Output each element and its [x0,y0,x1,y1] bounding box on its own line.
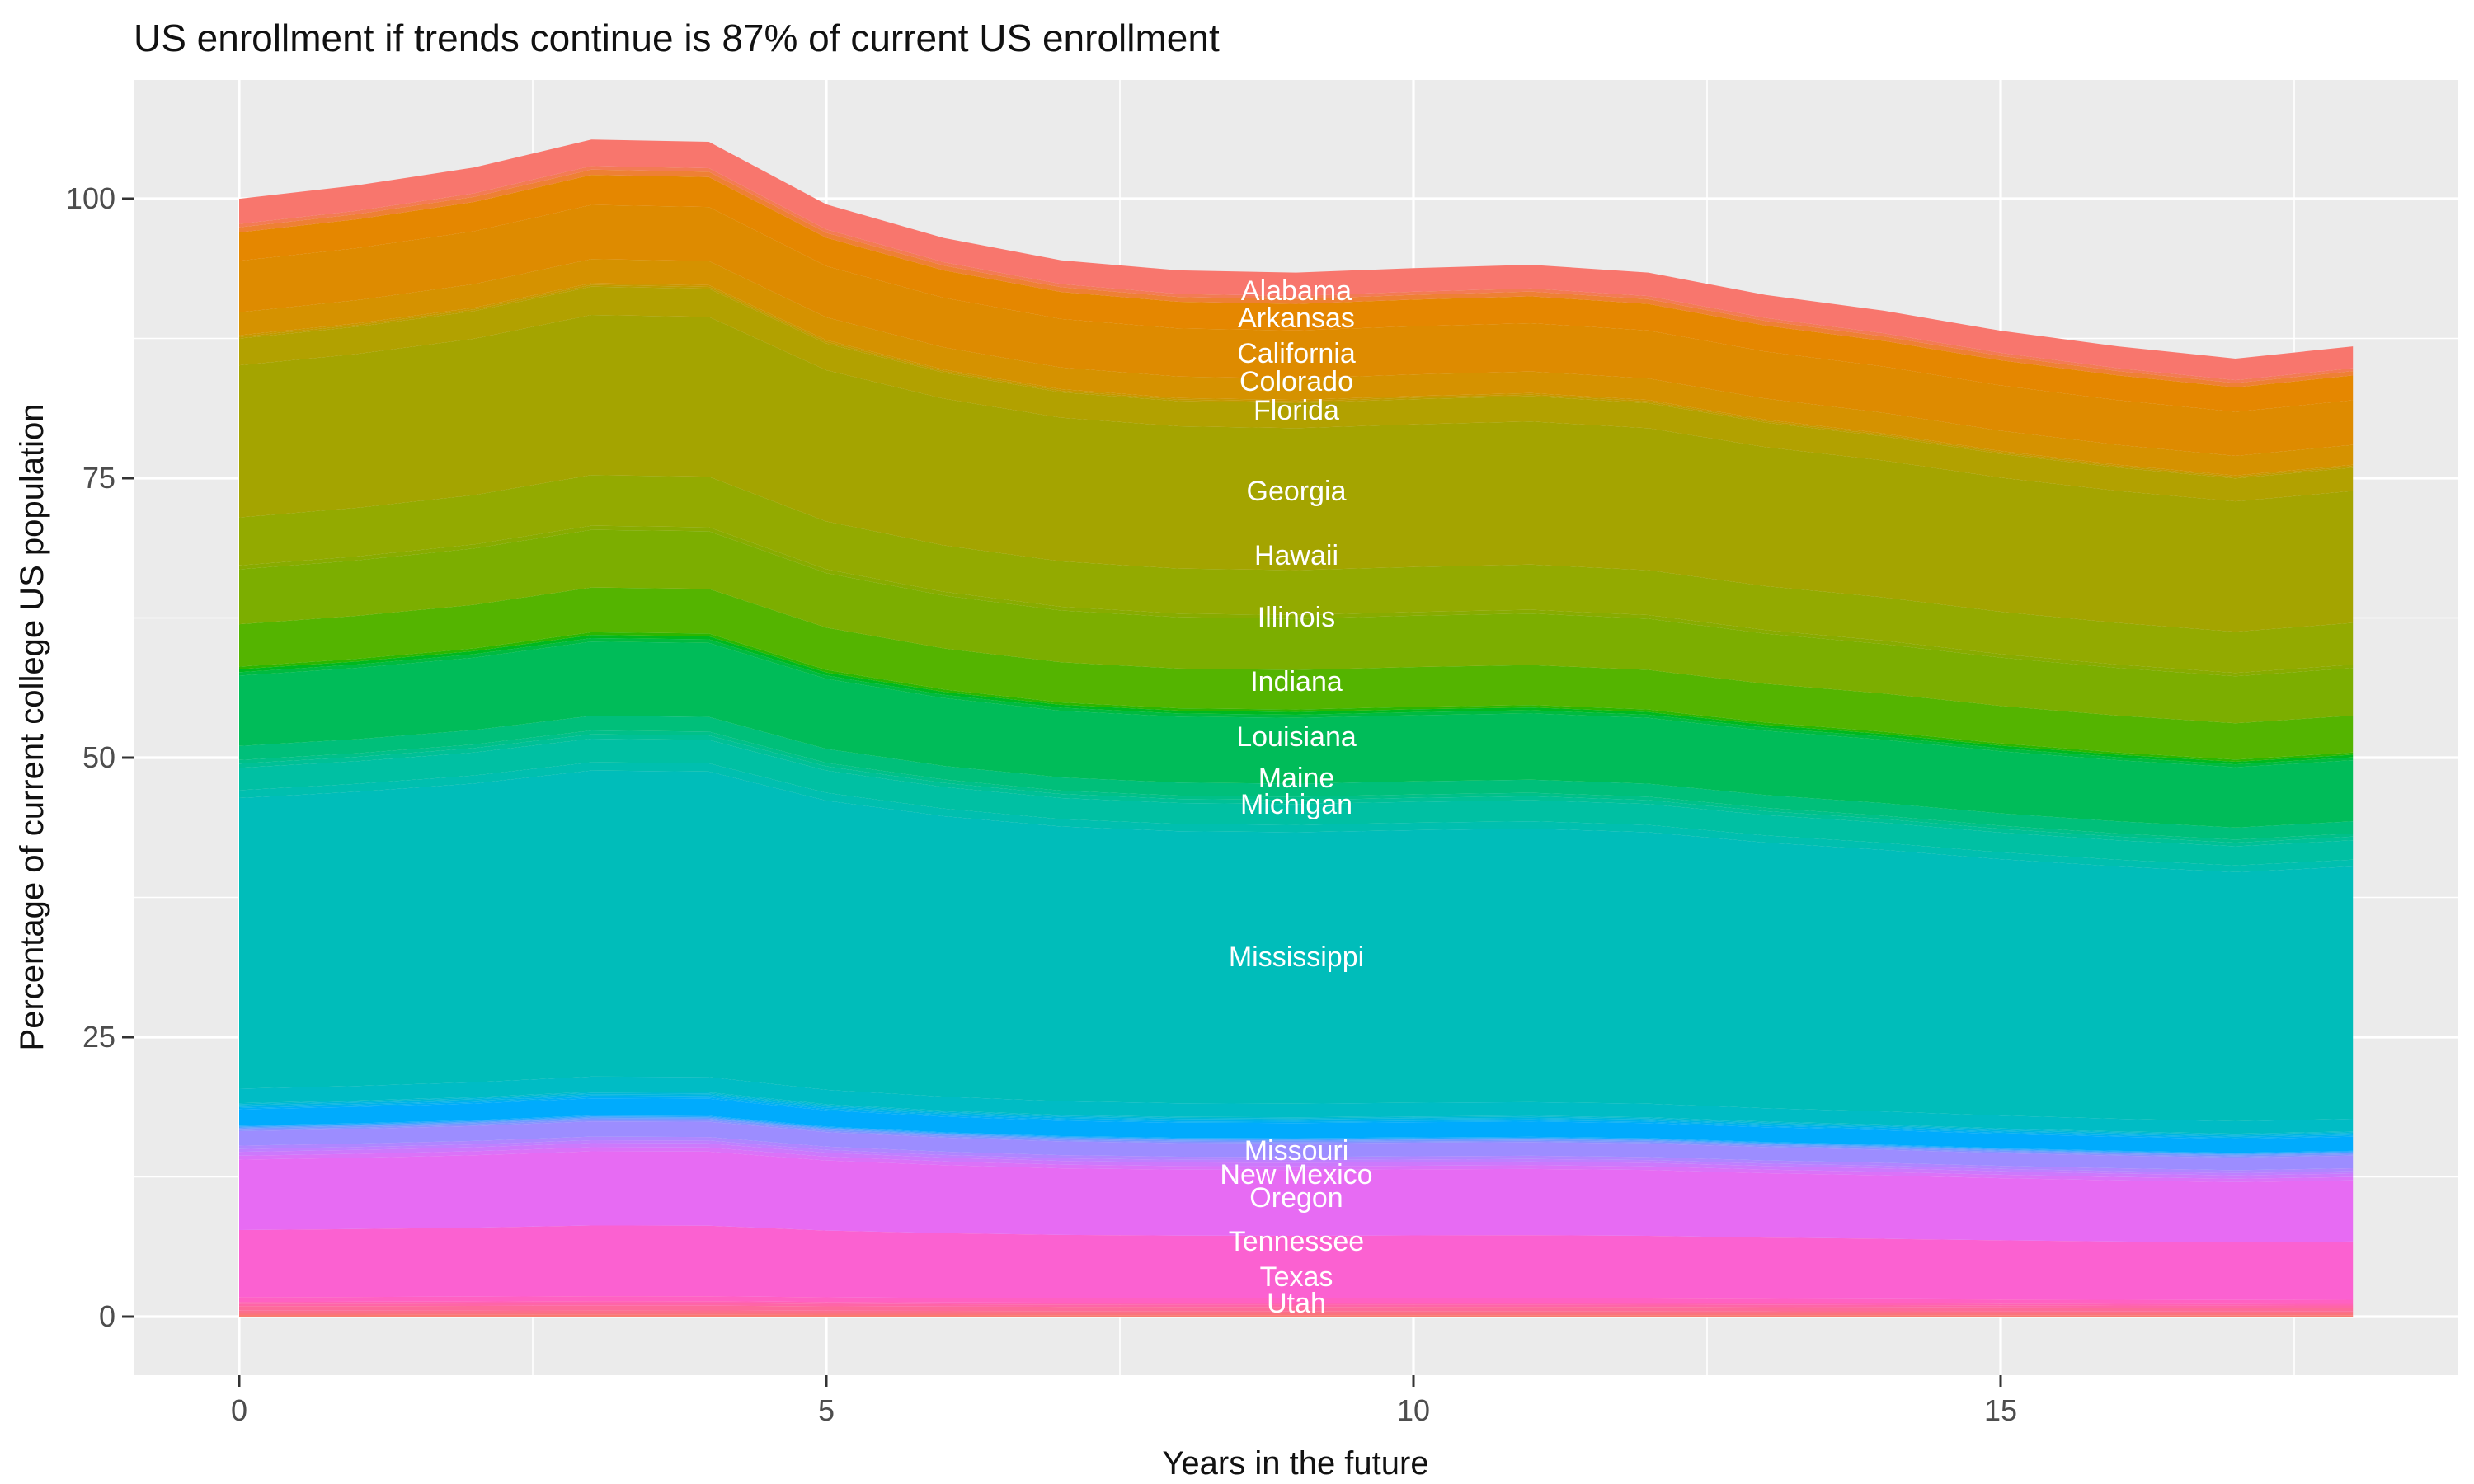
area-maryland [239,730,2354,843]
area-utah [239,1296,2354,1304]
area-ohio [239,1118,2354,1157]
area-arizona [239,169,2354,387]
area-colorado [239,259,2354,476]
area-kansas [239,635,2354,765]
state-label-texas: Texas [1260,1261,1333,1293]
area-wyoming [239,1314,2354,1317]
y-tick-label-25: 25 [82,1020,115,1054]
area-hawaii [239,475,2354,674]
area-michigan [239,739,2354,866]
area-maine [239,716,2354,840]
area-arkansas [239,175,2354,412]
area-minnesota [239,762,2354,872]
area-south-carolina [239,1143,2354,1179]
area-tennessee [239,1151,2354,1243]
state-label-indiana: Indiana [1250,666,1343,697]
state-label-florida: Florida [1253,395,1339,426]
state-label-maine: Maine [1258,763,1335,794]
area-pennsylvania [239,1136,2354,1173]
area-illinois [239,529,2354,724]
area-rhode-island [239,1139,2354,1176]
area-missouri [239,1076,2354,1134]
area-new-hampshire [239,1095,2354,1139]
area-wisconsin [239,1313,2354,1316]
state-label-michigan: Michigan [1240,789,1352,820]
area-idaho [239,525,2354,677]
state-label-alabama: Alabama [1241,275,1352,307]
area-oregon [239,1121,2354,1171]
state-label-louisiana: Louisiana [1236,721,1357,753]
area-nebraska [239,1092,2354,1136]
x-axis-title: Years in the future [1162,1445,1428,1482]
state-label-georgia: Georgia [1247,476,1347,507]
state-label-arkansas: Arkansas [1238,303,1355,334]
area-montana [239,1092,2354,1135]
area-virginia [239,1303,2354,1308]
area-mississippi [239,770,2354,1122]
y-axis-title: Percentage of current college US populat… [14,404,50,1051]
state-label-colorado: Colorado [1239,366,1353,397]
chart-title: US enrollment if trends continue is 87% … [134,16,1220,59]
x-tick-label-0: 0 [231,1393,247,1427]
area-vermont [239,1301,2354,1306]
state-label-oregon: Oregon [1249,1182,1343,1214]
area-new-york [239,1115,2354,1154]
area-louisiana [239,641,2354,828]
area-florida [239,286,2354,502]
state-label-hawaii: Hawaii [1254,540,1338,571]
state-label-new-mexico: New Mexico [1220,1159,1372,1190]
area-indiana [239,587,2354,760]
area-new-mexico [239,1098,2354,1153]
state-label-missouri: Missouri [1244,1135,1349,1167]
y-tick-label-50: 50 [82,740,115,774]
area-massachusetts [239,734,2354,847]
area-north-dakota [239,1117,2354,1156]
y-tick-label-0: 0 [99,1299,115,1333]
x-tick-label-10: 10 [1397,1393,1430,1427]
area-california [239,204,2354,456]
area-south-dakota [239,1147,2354,1182]
area-nevada [239,1094,2354,1137]
area-series-group [239,139,2354,1317]
area-iowa [239,632,2354,763]
area-north-carolina [239,1116,2354,1155]
area-texas [239,1225,2354,1300]
x-tick-label-5: 5 [818,1393,835,1427]
state-label-california: California [1237,338,1356,369]
state-label-illinois: Illinois [1258,602,1335,633]
state-label-mississippi: Mississippi [1229,942,1364,973]
y-tick-label-75: 75 [82,461,115,495]
area-alabama [239,139,2354,381]
area-west-virginia [239,1310,2354,1313]
axis-ticks-group: 0 5 10 15 0 25 50 75 100 [66,181,2017,1427]
state-label-tennessee: Tennessee [1229,1226,1364,1257]
area-oklahoma [239,1120,2354,1158]
area-new-jersey [239,1097,2354,1139]
state-label-utah: Utah [1267,1288,1326,1319]
area-washington [239,1305,2354,1312]
x-tick-label-15: 15 [1984,1393,2017,1427]
area-georgia [239,315,2354,632]
y-tick-label-100: 100 [66,181,115,215]
area-kentucky [239,637,2354,768]
